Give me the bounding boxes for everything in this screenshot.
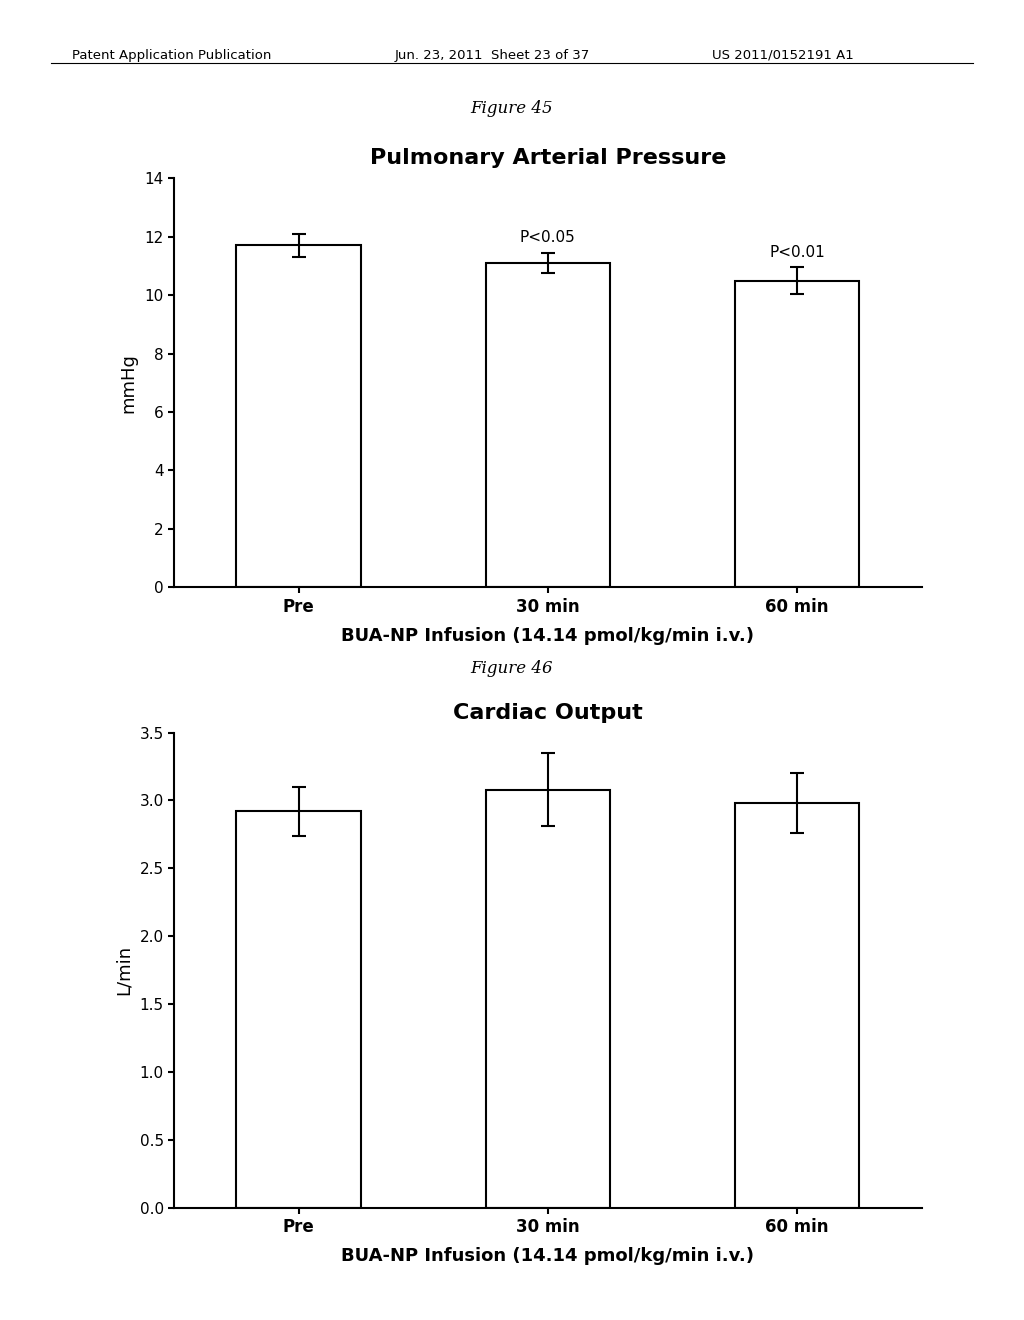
X-axis label: BUA-NP Infusion (14.14 pmol/kg/min i.v.): BUA-NP Infusion (14.14 pmol/kg/min i.v.) (341, 1247, 755, 1266)
Bar (735, 803, 859, 1208)
Bar (237, 812, 361, 1208)
Bar (485, 789, 610, 1208)
Text: Jun. 23, 2011  Sheet 23 of 37: Jun. 23, 2011 Sheet 23 of 37 (394, 49, 590, 62)
Bar (485, 263, 610, 587)
Text: P<0.05: P<0.05 (520, 231, 575, 246)
Title: Cardiac Output: Cardiac Output (453, 702, 643, 723)
Text: P<0.01: P<0.01 (769, 246, 825, 260)
Y-axis label: L/min: L/min (115, 945, 132, 995)
Bar (735, 281, 859, 587)
Title: Pulmonary Arterial Pressure: Pulmonary Arterial Pressure (370, 148, 726, 169)
Y-axis label: mmHg: mmHg (120, 352, 137, 413)
Bar (237, 246, 361, 587)
Text: US 2011/0152191 A1: US 2011/0152191 A1 (712, 49, 853, 62)
Text: Figure 46: Figure 46 (471, 660, 553, 677)
X-axis label: BUA-NP Infusion (14.14 pmol/kg/min i.v.): BUA-NP Infusion (14.14 pmol/kg/min i.v.) (341, 627, 755, 645)
Text: Patent Application Publication: Patent Application Publication (72, 49, 271, 62)
Text: Figure 45: Figure 45 (471, 100, 553, 117)
